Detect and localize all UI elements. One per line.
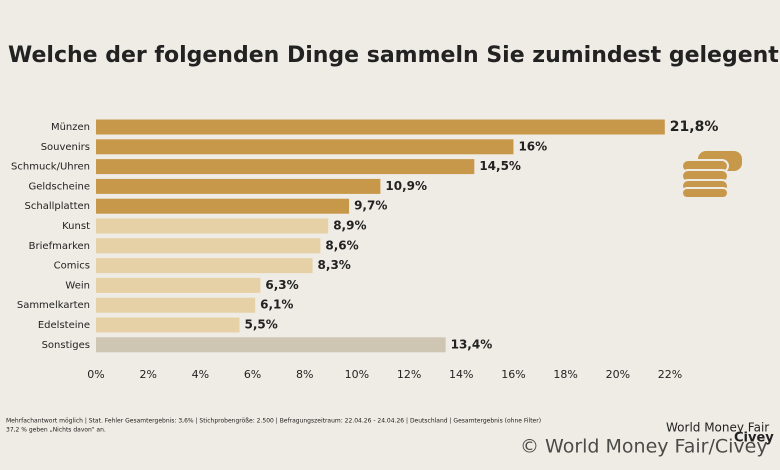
- y-tick-label: Sonstiges: [42, 340, 90, 351]
- bar: [96, 159, 475, 175]
- footnote: Mehrfachantwort möglich | Stat. Fehler G…: [6, 418, 541, 425]
- data-label: 10,9%: [385, 179, 427, 193]
- y-tick-label: Geldscheine: [29, 181, 91, 192]
- coins-icon: [681, 149, 744, 199]
- data-label: 8,3%: [318, 258, 351, 272]
- data-label: 16%: [518, 139, 547, 153]
- data-label: 8,9%: [333, 219, 366, 233]
- x-tick-label: 20%: [606, 368, 630, 381]
- bar: [96, 238, 321, 254]
- y-tick-label: Briefmarken: [29, 241, 90, 252]
- x-tick-label: 22%: [658, 368, 682, 381]
- bar: [96, 178, 381, 194]
- bar: [96, 218, 329, 234]
- bar: [96, 277, 261, 293]
- bar: [96, 258, 313, 274]
- x-tick-label: 10%: [345, 368, 369, 381]
- y-tick-label: Comics: [54, 261, 90, 272]
- bar: [96, 119, 665, 135]
- bar: [96, 139, 514, 155]
- x-tick-label: 12%: [397, 368, 421, 381]
- y-tick-label: Schallplatten: [25, 201, 90, 212]
- y-tick-label: Münzen: [51, 122, 90, 133]
- watermark: © World Money Fair/Civey: [520, 436, 768, 458]
- data-label: 6,3%: [265, 278, 298, 292]
- data-label: 9,7%: [354, 199, 387, 213]
- x-tick-label: 16%: [501, 368, 525, 381]
- data-label: 21,8%: [670, 119, 719, 135]
- y-tick-label: Edelsteine: [38, 320, 90, 331]
- y-tick-label: Sammelkarten: [17, 300, 90, 311]
- data-label: 8,6%: [325, 238, 358, 252]
- x-tick-label: 2%: [139, 368, 156, 381]
- x-tick-label: 0%: [87, 368, 104, 381]
- bar: [96, 297, 256, 313]
- y-tick-label: Souvenirs: [41, 142, 90, 153]
- bar: [96, 198, 350, 214]
- y-tick-label: Schmuck/Uhren: [11, 162, 90, 173]
- chart-title: Welche der folgenden Dinge sammeln Sie z…: [8, 43, 780, 68]
- x-tick-label: 14%: [449, 368, 473, 381]
- y-tick-label: Kunst: [62, 221, 90, 232]
- x-tick-label: 6%: [244, 368, 261, 381]
- data-label: 14,5%: [479, 159, 521, 173]
- data-label: 13,4%: [451, 337, 493, 351]
- logo: Civey: [734, 431, 774, 446]
- data-label: 6,1%: [260, 298, 293, 312]
- bar: [96, 337, 446, 353]
- bar: [96, 317, 240, 333]
- x-tick-label: 18%: [553, 368, 577, 381]
- logo: World Money Fair: [666, 421, 769, 435]
- x-tick-label: 4%: [192, 368, 209, 381]
- y-tick-label: Wein: [65, 280, 90, 291]
- footnote: 37,2 % geben „Nichts davon“ an.: [6, 427, 106, 434]
- x-tick-label: 8%: [296, 368, 313, 381]
- data-label: 5,5%: [245, 318, 278, 332]
